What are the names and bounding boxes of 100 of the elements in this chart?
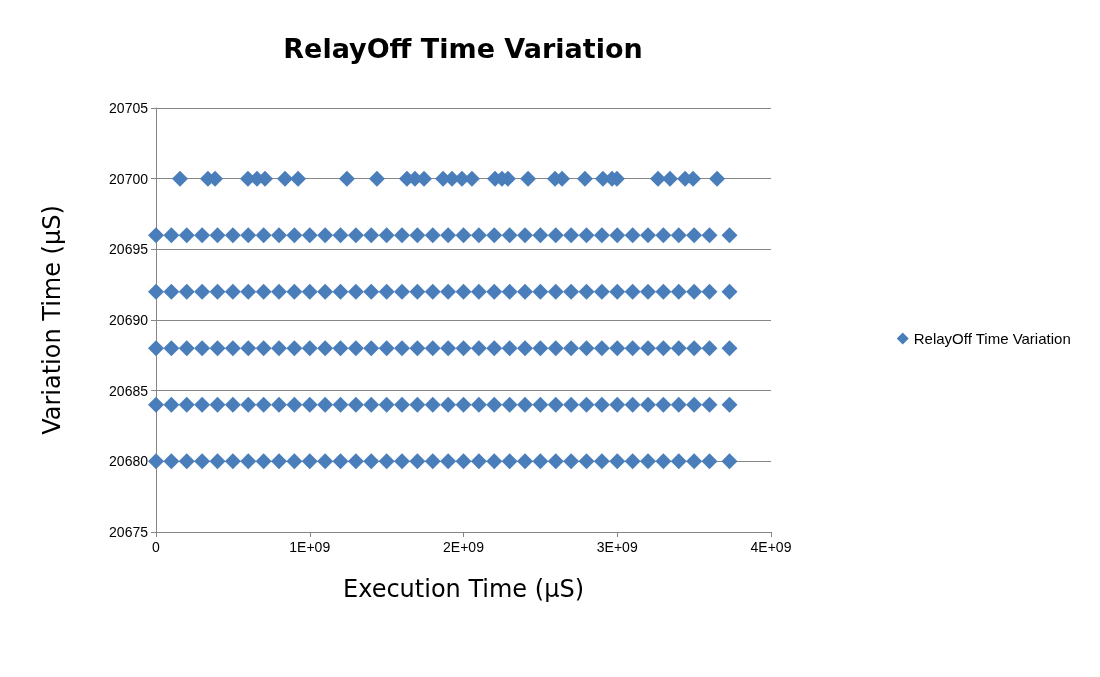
point xyxy=(424,227,441,244)
point xyxy=(701,283,718,300)
point xyxy=(517,453,533,470)
x-tick-label: 3E+09 xyxy=(596,539,638,555)
point xyxy=(578,283,595,300)
point xyxy=(163,227,180,244)
point xyxy=(255,227,272,244)
point xyxy=(593,453,610,470)
point xyxy=(578,396,595,413)
point xyxy=(332,227,349,244)
point xyxy=(240,396,257,413)
point xyxy=(686,283,703,300)
y-axis-title: Variation Time (µS) xyxy=(38,205,66,435)
point xyxy=(301,340,318,357)
point xyxy=(148,396,164,413)
point xyxy=(686,396,703,413)
point xyxy=(240,340,257,357)
point xyxy=(593,396,610,413)
point xyxy=(163,340,180,357)
point xyxy=(640,227,656,244)
point xyxy=(517,283,533,300)
point xyxy=(486,396,503,413)
point xyxy=(670,396,687,413)
point xyxy=(378,396,395,413)
point xyxy=(440,227,457,244)
point xyxy=(301,453,318,470)
point xyxy=(286,453,303,470)
point xyxy=(440,453,457,470)
y-tick-label: 20695 xyxy=(109,241,149,258)
point xyxy=(178,453,195,470)
point xyxy=(486,227,503,244)
point xyxy=(520,170,537,187)
point xyxy=(624,340,641,357)
point xyxy=(347,453,364,470)
point xyxy=(209,453,226,470)
point xyxy=(721,340,738,357)
point xyxy=(517,340,533,357)
point xyxy=(455,396,472,413)
point xyxy=(240,283,257,300)
point xyxy=(721,227,738,244)
point xyxy=(178,396,195,413)
point xyxy=(332,453,349,470)
x-axis-title: Execution Time (µS) xyxy=(343,575,584,603)
point xyxy=(655,340,672,357)
legend-label: RelayOff Time Variation xyxy=(913,330,1071,347)
point xyxy=(163,453,180,470)
point xyxy=(440,396,457,413)
point xyxy=(255,283,272,300)
point xyxy=(578,227,595,244)
point xyxy=(409,283,426,300)
point xyxy=(255,340,272,357)
point xyxy=(148,453,164,470)
point xyxy=(338,170,355,187)
point xyxy=(194,453,211,470)
point xyxy=(271,453,287,470)
point xyxy=(721,396,738,413)
point xyxy=(224,227,241,244)
point xyxy=(686,453,703,470)
point xyxy=(455,227,472,244)
point xyxy=(470,227,487,244)
point xyxy=(394,227,410,244)
point xyxy=(209,396,226,413)
point xyxy=(609,340,626,357)
point xyxy=(721,283,738,300)
x-tick-label: 2E+09 xyxy=(443,539,485,555)
point xyxy=(649,170,666,187)
point xyxy=(317,453,334,470)
point xyxy=(347,283,364,300)
point xyxy=(563,283,580,300)
x-tick-label: 4E+09 xyxy=(750,539,792,555)
point xyxy=(709,170,726,187)
point xyxy=(378,453,395,470)
point xyxy=(347,227,364,244)
point xyxy=(424,340,441,357)
point xyxy=(332,283,349,300)
y-tick-label: 20675 xyxy=(109,524,149,540)
point xyxy=(255,453,272,470)
point xyxy=(532,453,549,470)
point xyxy=(486,340,503,357)
point xyxy=(347,340,364,357)
point xyxy=(301,283,318,300)
point xyxy=(378,283,395,300)
point xyxy=(640,453,656,470)
point xyxy=(470,340,487,357)
point xyxy=(593,227,610,244)
x-tick-label: 1E+09 xyxy=(289,539,331,555)
point xyxy=(640,283,656,300)
point xyxy=(455,283,472,300)
point xyxy=(563,340,580,357)
y-tick-label: 20705 xyxy=(109,100,149,116)
point xyxy=(624,453,641,470)
point xyxy=(424,283,441,300)
point xyxy=(178,227,195,244)
point xyxy=(271,340,287,357)
point xyxy=(424,453,441,470)
point xyxy=(532,227,549,244)
point xyxy=(609,283,626,300)
point xyxy=(670,227,687,244)
point xyxy=(517,227,533,244)
point xyxy=(178,340,195,357)
